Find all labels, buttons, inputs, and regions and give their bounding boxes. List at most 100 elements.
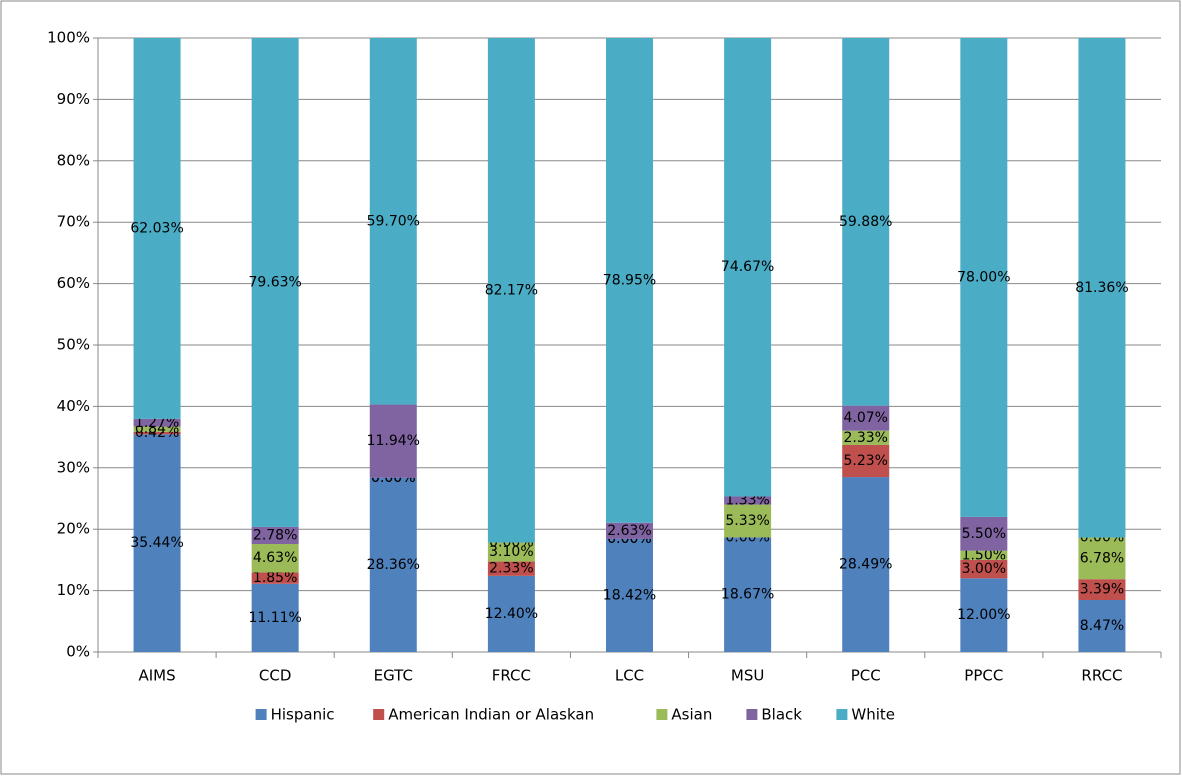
data-label: 1.33% <box>725 493 769 509</box>
bar-segment <box>487 561 535 576</box>
legend-swatch <box>836 709 848 720</box>
y-tick-label: 10% <box>57 581 90 599</box>
x-tick-label: PCC <box>851 667 881 685</box>
data-label: 2.78% <box>253 527 297 543</box>
bar-segment <box>960 38 1008 517</box>
bar-segment <box>842 430 890 445</box>
bar-segment <box>606 538 653 652</box>
data-label: 28.49% <box>839 557 892 573</box>
data-label: 59.70% <box>367 213 420 229</box>
data-label: 18.42% <box>603 587 656 603</box>
data-label: 74.67% <box>721 259 774 275</box>
data-label: 5.33% <box>725 513 769 529</box>
x-tick-label: FRCC <box>492 667 531 685</box>
legend-label: Hispanic <box>271 706 335 724</box>
data-label: 59.88% <box>839 214 892 230</box>
legend-label: White <box>851 706 895 724</box>
bar-segment <box>251 572 299 584</box>
data-label: 6.78% <box>1080 550 1124 566</box>
bar-segment <box>251 526 299 544</box>
y-tick-label: 0% <box>66 643 90 661</box>
bar-segment <box>133 426 181 432</box>
data-label: 81.36% <box>1075 280 1128 296</box>
y-tick-label: 20% <box>57 520 90 538</box>
data-label: 5.50% <box>962 526 1006 542</box>
data-label: 12.40% <box>485 606 538 622</box>
data-label: 1.85% <box>253 570 297 586</box>
data-label: 62.03% <box>130 220 183 236</box>
data-label: 3.39% <box>1080 582 1124 598</box>
y-tick-label: 70% <box>57 213 90 231</box>
bar-segment <box>1078 38 1126 538</box>
data-label: 35.44% <box>130 535 183 551</box>
data-label: 79.63% <box>248 274 301 290</box>
bar-segment <box>724 537 772 652</box>
bar-segment <box>251 583 299 652</box>
x-tick-label: AIMS <box>138 667 175 685</box>
y-tick-label: 100% <box>47 29 90 47</box>
x-tick-label: RRCC <box>1081 667 1122 685</box>
data-label: 11.94% <box>367 433 420 449</box>
bar-segment <box>960 559 1008 579</box>
data-label: 11.11% <box>248 610 301 626</box>
bar-segment <box>133 418 181 427</box>
x-tick-label: PPCC <box>964 667 1003 685</box>
data-label: 28.36% <box>367 557 420 573</box>
x-tick-label: LCC <box>615 667 644 685</box>
legend-label: Asian <box>671 706 712 724</box>
bar-segment <box>606 38 653 523</box>
data-label: 4.63% <box>253 550 297 566</box>
bar-segment <box>960 550 1008 560</box>
bar-segment <box>369 404 417 478</box>
bar-segment <box>960 578 1008 652</box>
bar-segment <box>606 522 653 539</box>
bar-segment <box>251 543 299 573</box>
legend-swatch <box>255 709 267 720</box>
bar-segment <box>1078 599 1126 652</box>
data-label: 2.63% <box>607 523 651 539</box>
bar-segment <box>1078 537 1126 580</box>
bar-segment <box>842 444 890 478</box>
y-tick-label: 50% <box>57 336 90 354</box>
data-label: 3.00% <box>962 561 1006 577</box>
bar-segment <box>842 38 890 406</box>
data-label: 78.00% <box>957 269 1010 285</box>
y-tick-label: 90% <box>57 90 90 108</box>
legend-label: Black <box>761 706 802 724</box>
bar-segment <box>487 575 535 652</box>
bar-segment <box>1078 579 1126 600</box>
legend-swatch <box>373 709 385 720</box>
legend-label: American Indian or Alaskan <box>388 706 594 724</box>
bar-segment <box>133 431 181 435</box>
x-tick-label: EGTC <box>374 667 413 685</box>
data-label: 78.95% <box>603 272 656 288</box>
data-label: 82.17% <box>485 282 538 298</box>
bar-segment <box>724 504 772 538</box>
data-label: 5.23% <box>843 453 887 469</box>
data-label: 8.47% <box>1080 618 1124 634</box>
legend-swatch <box>746 709 758 720</box>
data-label: 2.33% <box>843 430 887 446</box>
x-tick-label: CCD <box>259 667 292 685</box>
y-tick-label: 30% <box>57 458 90 476</box>
bar-segment <box>369 477 417 652</box>
data-label: 2.33% <box>489 561 533 577</box>
y-tick-label: 80% <box>57 151 90 169</box>
data-label: 1.50% <box>962 547 1006 563</box>
legend-swatch <box>656 709 668 720</box>
bar-segment <box>960 516 1008 551</box>
bar-segment <box>133 38 181 419</box>
bar-segment <box>842 405 890 431</box>
bar-segment <box>251 38 299 527</box>
y-tick-label: 60% <box>57 274 90 292</box>
y-tick-label: 40% <box>57 397 90 415</box>
bar-segment <box>133 434 181 652</box>
data-label: 12.00% <box>957 607 1010 623</box>
bar-segment <box>724 38 772 497</box>
bar-segment <box>369 38 417 405</box>
bar-segment <box>487 542 535 562</box>
bar-segment <box>487 38 535 543</box>
data-label: 3.10% <box>489 544 533 560</box>
data-label: 4.07% <box>843 410 887 426</box>
